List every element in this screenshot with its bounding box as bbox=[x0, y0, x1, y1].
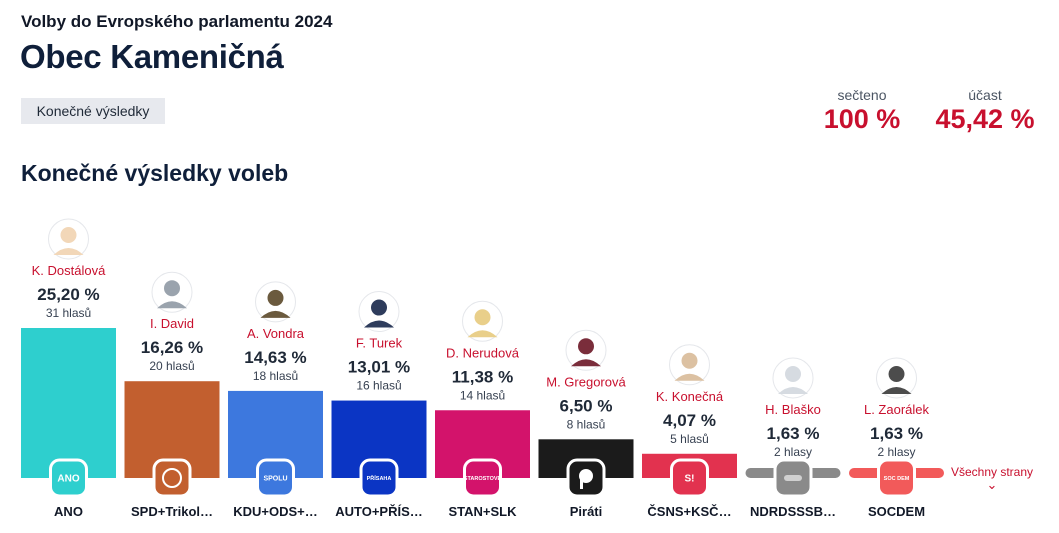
party-name: AUTO+PŘÍS… bbox=[335, 504, 423, 519]
vote-count: 31 hlasů bbox=[46, 306, 91, 320]
party-name: NDRDSSSB… bbox=[750, 504, 836, 519]
election-subtitle: Volby do Evropského parlamentu 2024 bbox=[21, 12, 333, 31]
party-logo-icon bbox=[670, 458, 709, 498]
candidate-name[interactable]: L. Zaorálek bbox=[864, 402, 930, 417]
party-column[interactable]: Piráti 8 hlasů 6,50 % M. Gregorová bbox=[538, 329, 634, 519]
party-logo-text: ANO bbox=[57, 473, 79, 484]
candidate-name[interactable]: M. Gregorová bbox=[546, 374, 626, 389]
party-logo-text: SPOLU bbox=[263, 475, 287, 482]
party-name: SOCDEM bbox=[868, 504, 925, 519]
party-column[interactable]: S! ČSNS+KSČ… 5 hlasů 4,07 % K. Konečná bbox=[642, 344, 737, 519]
party-name: STAN+SLK bbox=[448, 504, 517, 519]
candidate-name[interactable]: H. Blaško bbox=[765, 402, 821, 417]
avatar-body-icon bbox=[881, 387, 912, 394]
vote-count: 8 hlasů bbox=[567, 417, 606, 431]
turnout-value: 45,42 % bbox=[935, 104, 1035, 134]
party-logo-icon bbox=[463, 458, 502, 498]
party-logo-icon bbox=[877, 458, 916, 498]
avatar-body-icon bbox=[260, 310, 291, 318]
avatar-head-icon bbox=[578, 338, 594, 355]
avatar-head-icon bbox=[164, 280, 180, 297]
avatar-body-icon bbox=[364, 320, 394, 328]
all-parties-link[interactable]: Všechny strany ⌄ bbox=[945, 465, 1039, 491]
avatar-head-icon bbox=[888, 366, 905, 382]
percent-label: 11,38 % bbox=[452, 367, 513, 386]
party-name: Piráti bbox=[570, 504, 603, 519]
party-column[interactable]: PŘÍSAHA AUTO+PŘÍS… 16 hlasů 13,01 % F. Turek bbox=[331, 291, 427, 519]
spd-emblem-shape bbox=[162, 468, 182, 488]
page-title: Obec Kameničná bbox=[20, 38, 284, 75]
bar[interactable] bbox=[21, 328, 116, 478]
party-logo-icon bbox=[49, 458, 88, 498]
party-column[interactable]: NDRDSSSB… 2 hlasy 1,63 % H. Blaško bbox=[745, 357, 841, 519]
counted-stat: sečteno 100 % bbox=[818, 87, 906, 135]
party-logo-text: PŘÍSAHA bbox=[367, 474, 392, 482]
party-column[interactable]: SOC DEM SOCDEM 2 hlasy 1,63 % L. Zaorálek bbox=[849, 357, 944, 519]
party-column[interactable]: SPOLU KDU+ODS+… 18 hlasů 14,63 % A. Vondra bbox=[228, 281, 323, 519]
party-name: SPD+Trikol… bbox=[131, 504, 213, 519]
vote-count: 5 hlasů bbox=[670, 432, 709, 446]
percent-label: 25,20 % bbox=[37, 285, 99, 304]
percent-label: 4,07 % bbox=[663, 411, 716, 430]
percent-label: 1,63 % bbox=[870, 424, 923, 443]
avatar-body-icon bbox=[778, 387, 808, 394]
party-logo-text: S! bbox=[685, 473, 695, 484]
candidate-name[interactable]: I. David bbox=[150, 316, 194, 331]
party-name: KDU+ODS+… bbox=[233, 504, 318, 519]
avatar-head-icon bbox=[371, 299, 387, 316]
section-title: Konečné výsledky voleb bbox=[21, 160, 289, 186]
chevron-down-icon: ⌄ bbox=[986, 477, 998, 492]
candidate-name[interactable]: F. Turek bbox=[356, 336, 403, 351]
party-logo-icon bbox=[256, 458, 295, 498]
avatar-body-icon bbox=[53, 248, 84, 255]
avatar-head-icon bbox=[267, 289, 284, 306]
party-logo-text: SOC DEM bbox=[884, 476, 910, 482]
percent-label: 1,63 % bbox=[767, 424, 820, 443]
percent-label: 13,01 % bbox=[348, 358, 410, 377]
party-logo-icon bbox=[152, 458, 192, 498]
avatar-head-icon bbox=[474, 309, 491, 326]
counted-label: sečteno bbox=[837, 87, 887, 103]
vote-count: 20 hlasů bbox=[149, 359, 194, 373]
percent-label: 6,50 % bbox=[560, 396, 613, 415]
avatar-body-icon bbox=[467, 330, 498, 338]
candidate-name[interactable]: K. Konečná bbox=[656, 389, 724, 404]
percent-label: 14,63 % bbox=[244, 348, 306, 367]
party-name: ANO bbox=[54, 504, 83, 519]
turnout-stat: účast 45,42 % bbox=[925, 87, 1045, 135]
party-logo-text: STAROSTOVÉ bbox=[464, 474, 502, 482]
avatar-head-icon bbox=[60, 227, 77, 243]
vote-count: 14 hlasů bbox=[460, 388, 505, 402]
avatar-head-icon bbox=[681, 352, 698, 369]
turnout-label: účast bbox=[968, 87, 1002, 103]
counted-value: 100 % bbox=[823, 104, 901, 134]
party-logo-icon bbox=[359, 458, 399, 498]
party-column[interactable]: SPD+Trikol… 20 hlasů 16,26 % I. David bbox=[124, 271, 220, 519]
avatar-body-icon bbox=[157, 301, 187, 309]
avatar-body-icon bbox=[674, 373, 705, 381]
status-badge: Konečné výsledky bbox=[21, 98, 165, 124]
avatar-body-icon bbox=[571, 359, 601, 367]
percent-label: 16,26 % bbox=[141, 338, 203, 357]
vote-count: 2 hlasy bbox=[774, 445, 812, 459]
candidate-name[interactable]: K. Dostálová bbox=[32, 263, 106, 278]
party-name: ČSNS+KSČ… bbox=[647, 504, 731, 519]
ndrd-emblem-shape bbox=[784, 475, 802, 481]
vote-count: 16 hlasů bbox=[356, 379, 401, 393]
all-parties-label: Všechny strany bbox=[950, 465, 1034, 479]
party-column[interactable]: ANO ANO 31 hlasů 25,20 % K. Dostálová bbox=[21, 218, 116, 519]
party-column[interactable]: STAROSTOVÉ STAN+SLK 14 hlasů 11,38 % D. Neru… bbox=[435, 300, 530, 519]
vote-count: 18 hlasů bbox=[253, 369, 298, 383]
candidate-name[interactable]: D. Nerudová bbox=[446, 345, 520, 360]
vote-count: 2 hlasy bbox=[877, 445, 915, 459]
pirate-flag-pole bbox=[580, 476, 583, 489]
candidate-name[interactable]: A. Vondra bbox=[247, 326, 305, 341]
avatar-head-icon bbox=[785, 366, 801, 382]
